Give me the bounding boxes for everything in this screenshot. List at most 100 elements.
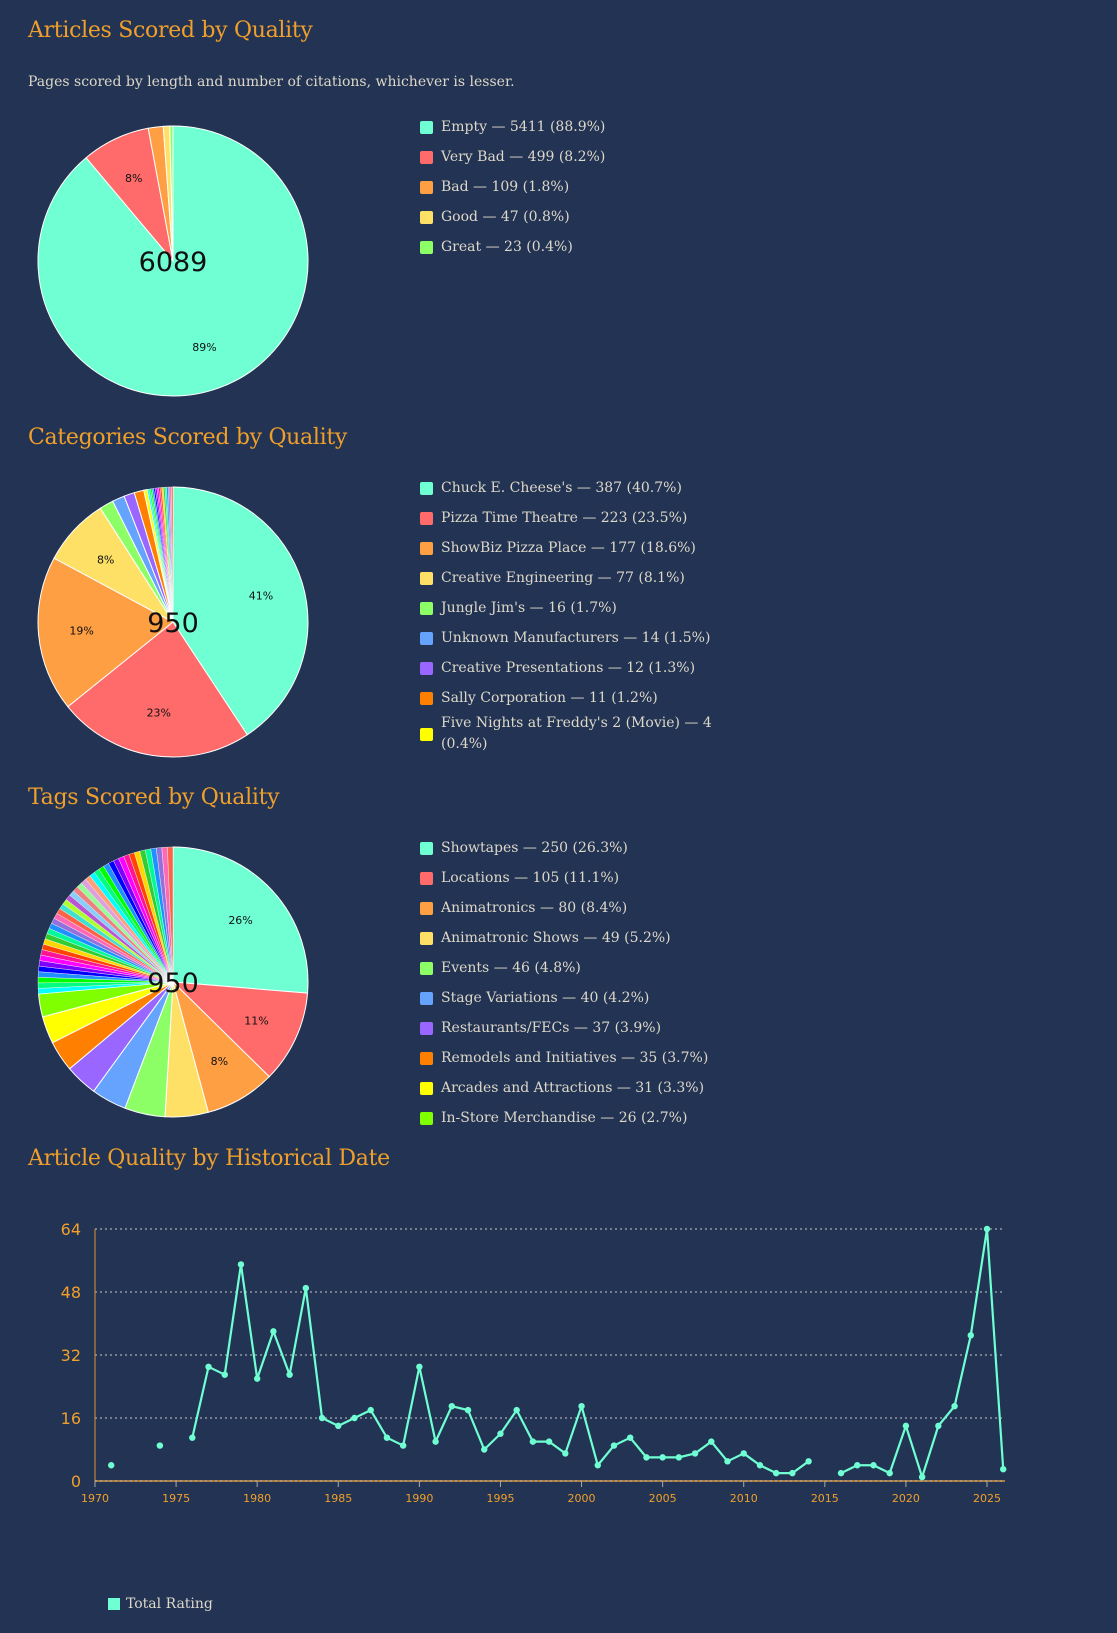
legend-item[interactable]: Remodels and Initiatives — 35 (3.7%) [420,1043,720,1073]
data-point[interactable] [270,1328,277,1335]
data-point[interactable] [1000,1465,1007,1473]
data-point[interactable] [416,1363,423,1371]
data-point[interactable] [221,1371,228,1378]
legend-label: Empty — 5411 (88.9%) [441,118,606,135]
legend-item[interactable]: Good — 47 (0.8%) [420,202,720,232]
legend-item[interactable]: Restaurants/FECs — 37 (3.9%) [420,1013,720,1043]
data-point[interactable] [351,1414,358,1422]
legend-item[interactable]: Locations — 105 (11.1%) [420,863,720,893]
data-point[interactable] [740,1450,747,1457]
legend-item[interactable]: Stage Variations — 40 (4.2%) [420,983,720,1013]
data-point[interactable] [529,1438,537,1445]
data-point[interactable] [562,1450,569,1457]
legend-item[interactable]: Animatronics — 80 (8.4%) [420,893,720,923]
data-point[interactable] [756,1462,764,1469]
tags-legend[interactable]: Showtapes — 250 (26.3%) Locations — 105 (… [420,833,720,1133]
legend-item[interactable]: Bad — 109 (1.8%) [420,172,720,202]
data-point[interactable] [951,1402,958,1410]
legend-swatch [420,210,433,224]
data-point[interactable] [481,1446,488,1453]
data-point[interactable] [448,1402,455,1410]
legend-item[interactable]: Chuck E. Cheese's — 387 (40.7%) [420,473,720,503]
history-line-chart: 0 16 32 48 64 1970 1975 1980 1985 1990 1995 2000 200… [61,1220,1007,1505]
pie-slice-label: 23% [147,707,171,720]
legend-item[interactable]: In-Store Merchandise — 26 (2.7%) [420,1103,720,1133]
data-point[interactable] [302,1284,310,1292]
legend-item[interactable]: Sally Corporation — 11 (1.2%) [420,683,720,713]
data-point[interactable] [610,1442,618,1449]
legend-item[interactable]: Arcades and Attractions — 31 (3.3%) [420,1073,720,1103]
x-tick-label: 1995 [486,1492,514,1505]
data-point[interactable] [789,1469,796,1477]
data-point[interactable] [854,1462,861,1469]
data-point[interactable] [724,1458,731,1465]
data-point[interactable] [772,1469,780,1477]
x-tick-label: 1990 [405,1492,433,1505]
legend-item[interactable]: Five Nights at Freddy's 2 (Movie) — 4 (0… [420,713,720,755]
data-point[interactable] [643,1454,650,1461]
data-point[interactable] [108,1462,115,1469]
data-point[interactable] [659,1454,666,1461]
line-legend[interactable]: Total Rating [108,1596,213,1612]
data-point[interactable] [935,1422,942,1430]
data-point[interactable] [318,1414,326,1422]
data-point[interactable] [189,1434,196,1441]
data-point[interactable] [464,1406,472,1414]
data-point[interactable] [497,1430,504,1437]
data-point[interactable] [870,1462,877,1469]
data-point[interactable] [886,1469,893,1477]
pie-center-total: 6089 [139,247,208,278]
data-point[interactable] [967,1332,974,1339]
data-point[interactable] [286,1371,293,1378]
data-point[interactable] [805,1458,812,1465]
pie-slice-unlisted[interactable] [171,486,174,623]
data-point[interactable] [253,1375,261,1382]
data-point[interactable] [432,1438,439,1445]
data-point[interactable] [335,1422,342,1430]
data-point[interactable] [383,1434,391,1441]
legend-item[interactable]: Unknown Manufacturers — 14 (1.5%) [420,623,720,653]
data-point[interactable] [691,1450,699,1457]
legend-item[interactable]: Animatronic Shows — 49 (5.2%) [420,923,720,953]
legend-item[interactable]: Pizza Time Theatre — 223 (23.5%) [420,503,720,533]
data-point[interactable] [156,1442,164,1449]
legend-item[interactable]: Events — 46 (4.8%) [420,953,720,983]
data-point[interactable] [594,1462,601,1469]
legend-item[interactable]: Very Bad — 499 (8.2%) [420,142,720,172]
legend-swatch [420,1111,433,1125]
data-point[interactable] [627,1434,634,1441]
legend-item[interactable]: Jungle Jim's — 16 (1.7%) [420,593,720,623]
pie-slice[interactable] [172,846,309,994]
legend-item[interactable]: Showtapes — 250 (26.3%) [420,833,720,863]
pie-slice[interactable] [171,981,309,1078]
pie-slice[interactable] [169,125,174,262]
series-line [191,1263,810,1475]
data-point[interactable] [399,1442,407,1449]
pie-slice-label: 89% [192,341,216,354]
legend-item[interactable]: ShowBiz Pizza Place — 177 (18.6%) [420,533,720,563]
legend-item[interactable]: Empty — 5411 (88.9%) [420,112,720,142]
pie-slice-unlisted[interactable] [167,846,174,983]
pie-slice[interactable] [37,557,174,708]
data-point[interactable] [983,1225,991,1233]
data-point[interactable] [545,1438,553,1445]
categories-legend[interactable]: Chuck E. Cheese's — 387 (40.7%) Pizza Tim… [420,473,720,766]
legend-item[interactable]: Creative Engineering — 77 (8.1%) [420,563,720,593]
pie-slice[interactable] [67,621,248,758]
data-point[interactable] [902,1422,910,1430]
data-point[interactable] [367,1406,374,1414]
data-point[interactable] [918,1473,926,1481]
data-point[interactable] [837,1469,845,1477]
data-point[interactable] [205,1363,212,1371]
data-point[interactable] [237,1261,245,1268]
legend-swatch [108,1598,120,1610]
legend-item[interactable]: Creative Presentations — 12 (1.3%) [420,653,720,683]
data-point[interactable] [513,1406,520,1414]
data-point[interactable] [675,1454,683,1461]
data-point[interactable] [708,1438,715,1445]
legend-swatch [420,991,433,1005]
legend-item[interactable]: Great — 23 (0.4%) [420,232,720,262]
data-point[interactable] [578,1402,585,1410]
legend-label: Animatronics — 80 (8.4%) [441,899,628,916]
legend-label: Locations — 105 (11.1%) [441,869,620,886]
